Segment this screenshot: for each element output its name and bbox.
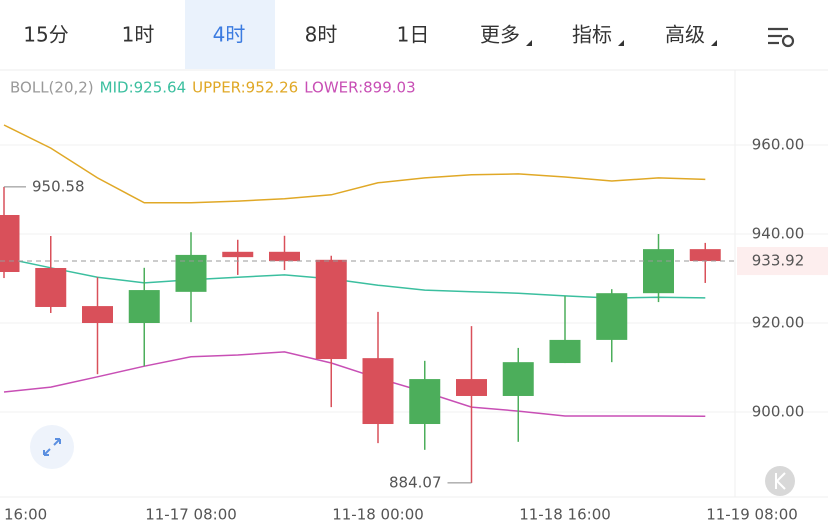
candle-body: [269, 251, 300, 262]
tab-selected-bg[interactable]: [185, 0, 275, 69]
candle-body: [549, 339, 581, 364]
bollinger-line: [3, 124, 706, 204]
last-price-box: [737, 247, 828, 276]
collapse-button[interactable]: [765, 466, 795, 496]
indicator-name: BOLL(20,2): [10, 79, 94, 97]
candle-body: [362, 358, 394, 425]
expand-button[interactable]: [30, 425, 74, 469]
dropdown-arrow: [618, 40, 624, 46]
legend-entry: MID:925.64: [100, 79, 186, 97]
tab[interactable]: 4时: [213, 23, 246, 47]
candle-body: [409, 379, 441, 425]
annotation-label: 884.07: [389, 473, 442, 491]
plot: [0, 124, 828, 484]
candle-body: [643, 249, 674, 294]
tab[interactable]: 更多: [480, 23, 520, 47]
legend-entry: UPPER:952.26: [192, 79, 298, 97]
candle-body: [315, 259, 347, 360]
candle-body: [689, 249, 721, 262]
candle-body: [456, 379, 487, 396]
tab[interactable]: 指标: [572, 23, 612, 47]
candle-body: [82, 306, 113, 323]
candle-body: [596, 293, 628, 340]
x-tick-label: 11-17 08:00: [145, 506, 237, 524]
y-tick-label: 960.00: [752, 135, 805, 153]
x-tick-label: 11-19 08:00: [706, 506, 798, 524]
settings-icon[interactable]: [768, 27, 795, 48]
dropdown-arrow: [711, 40, 717, 46]
y-tick-label: 900.00: [752, 403, 805, 421]
candle-body: [175, 254, 207, 292]
bollinger-line: [3, 351, 706, 418]
x-tick-label: 11-18 16:00: [519, 506, 611, 524]
tab[interactable]: 1日: [397, 23, 430, 47]
y-tick-label: 920.00: [752, 313, 805, 331]
tab[interactable]: 15分: [23, 23, 68, 47]
legend-entry: LOWER:899.03: [304, 79, 415, 97]
y-tick-label: 940.00: [752, 224, 805, 242]
bollinger-line: [3, 257, 706, 299]
candle-body: [502, 362, 534, 396]
candle-body: [35, 267, 67, 307]
dropdown-arrow: [526, 40, 532, 46]
tab[interactable]: 高级: [665, 23, 705, 47]
candle-body: [222, 251, 254, 258]
x-tick-label: 16:00: [4, 506, 47, 524]
candle-body: [0, 214, 20, 272]
tab[interactable]: 8时: [305, 23, 338, 47]
last-price-label: 933.92: [752, 252, 805, 270]
candle-body: [128, 290, 160, 323]
annotation-label: 950.58: [32, 177, 85, 195]
x-tick-label: 11-18 00:00: [332, 506, 424, 524]
tab[interactable]: 1时: [122, 23, 155, 47]
